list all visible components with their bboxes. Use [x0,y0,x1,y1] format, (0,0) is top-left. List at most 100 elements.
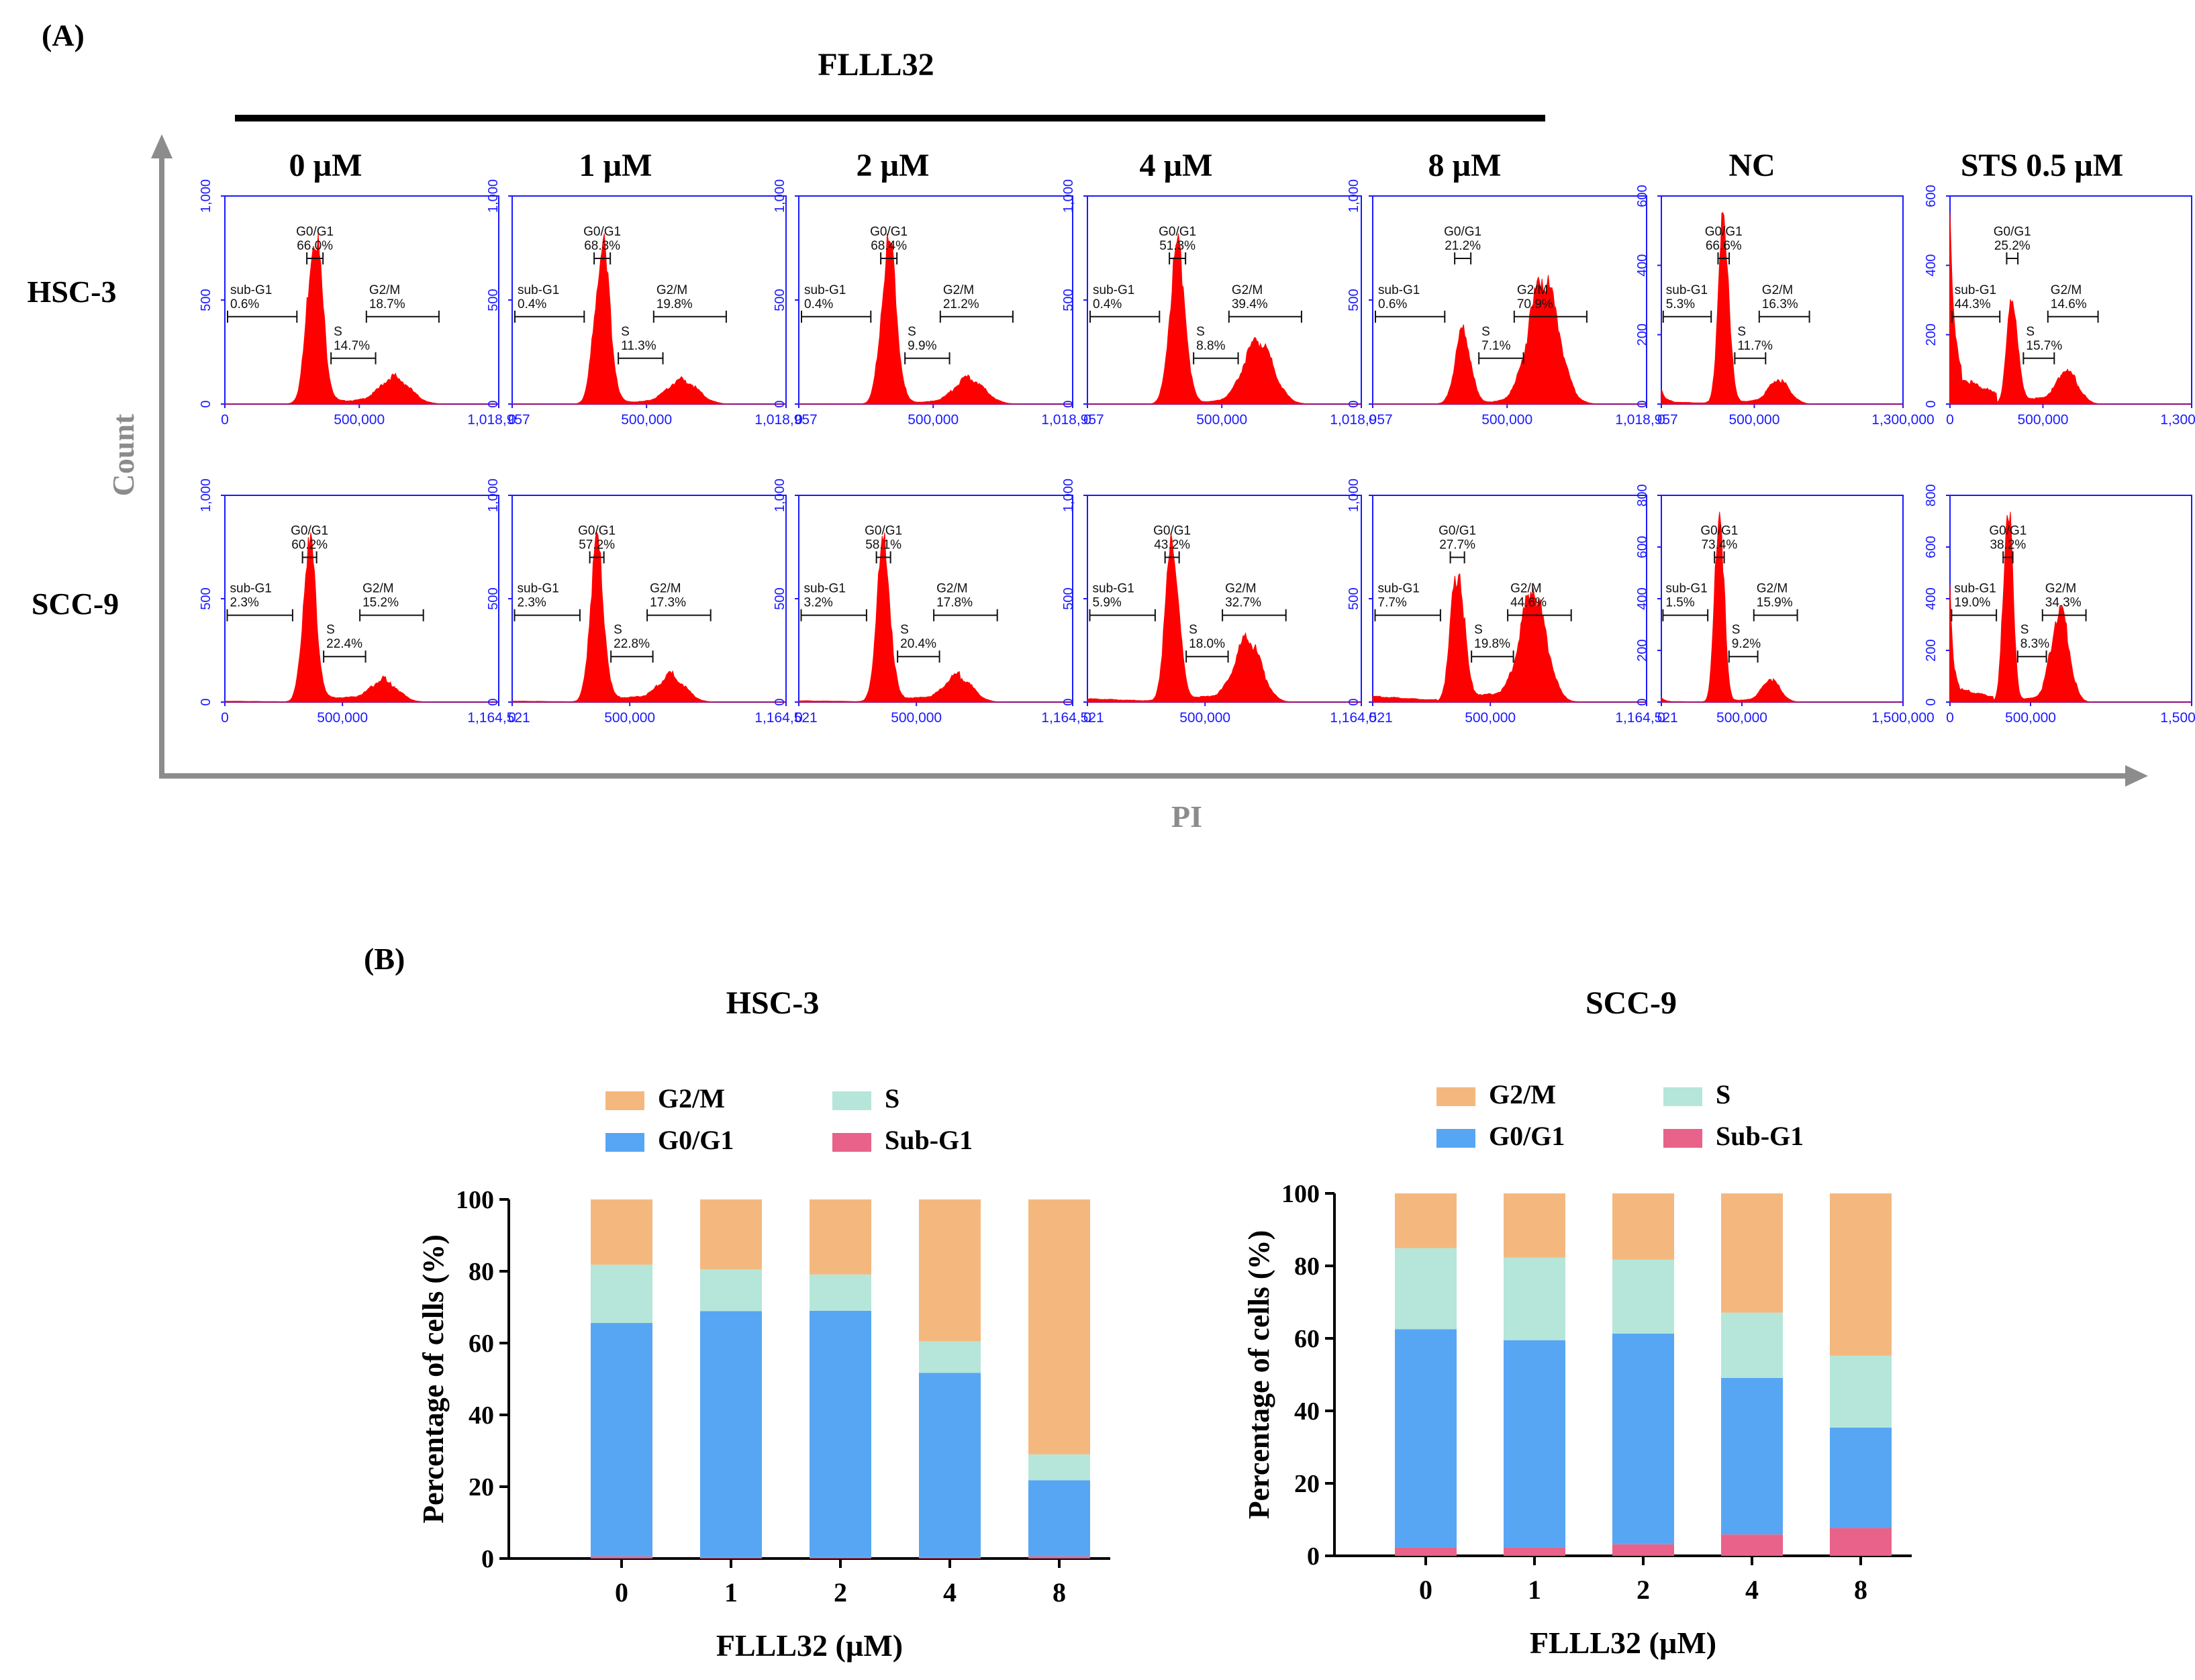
y-tick-label: 0 [1307,1542,1320,1571]
x-tick-label: 1,164,521 [754,710,817,726]
gate-name: S [900,623,909,637]
y-tick-label: 800 [1635,484,1650,506]
x-tick-label: 8 [1854,1575,1867,1605]
gate-value: 32.7% [1225,596,1261,610]
x-tick-label: 1,018,957 [1615,412,1677,428]
stacked-bar-charts: HSC-3G2/M SG0/G1 Sub-G1020406080100Percent… [417,985,1912,1663]
gate-value: 68.3% [584,239,620,253]
gate-value: 51.3% [1159,239,1196,253]
gate-value: 0.4% [804,297,833,311]
x-tick-label: 1,164,521 [467,710,530,726]
gate-value: 3.2% [804,596,833,610]
gate-value: 44.3% [1955,297,1991,311]
histogram-panel: 0 500 1,000 0 500,000 1,164,521 sub-G15.9% G0/G… [1061,479,1393,726]
y-tick-label: 600 [1924,536,1939,558]
y-tick-label: 80 [469,1258,494,1286]
gate-value: 0.6% [1378,297,1407,311]
column-title: 2 µM [857,148,930,183]
y-tick-label: 1,000 [1347,179,1361,213]
x-tick-label: 0 [795,710,803,726]
y-tick-label: 0 [1635,698,1650,705]
gate-name: G0/G1 [578,524,616,538]
x-tick-label: 1,164,521 [1330,710,1392,726]
y-tick-label: 0 [199,400,213,407]
chart-title: SCC-9 [1586,985,1677,1021]
gate-name: G2/M [936,582,967,596]
column-title: NC [1728,148,1775,183]
histogram-panel: 0 500 1,000 0 500,000 1,164,521 sub-G13.2% G0/G… [773,479,1104,726]
bar-segment [700,1199,762,1270]
bar-segment [919,1199,981,1342]
gate-name: G0/G1 [865,524,902,538]
histogram-area [1949,511,2192,703]
legend-item: G0/G1 [1436,1121,1565,1151]
x-tick-label: 0 [1083,412,1091,428]
x-tick-label: 1,018,957 [467,412,530,428]
legend-item: G2/M [1436,1079,1556,1109]
y-tick-label: 0 [773,698,787,705]
column-titles: 0 µM 1 µM 2 µM 4 µM 8 µM NC STS 0.5 µM [289,148,2124,183]
bar-segment [591,1199,652,1265]
gate-value: 70.9% [1517,297,1553,311]
y-tick-label: 100 [456,1186,494,1214]
gate-name: sub-G1 [1665,582,1707,596]
stacked-bar-chart: SCC-9G2/M SG0/G1 Sub-G1020406080100Percent… [1242,985,1912,1660]
gate-name: G2/M [369,283,400,297]
gate-name: G2/M [656,283,687,297]
y-tick-label: 0 [1924,698,1939,705]
gate-name: sub-G1 [1954,582,1996,596]
y-tick-label: 0 [1347,400,1361,407]
x-tick-label: 0 [1369,412,1377,428]
y-tick-label: 500 [1061,587,1076,609]
bar-segment [1721,1193,1783,1313]
x-tick-label: 1,164,521 [1041,710,1104,726]
bar-segment [1504,1257,1565,1340]
gate-name: S [614,623,622,637]
histogram-panel: 0 500 1,000 0 500,000 1,018,957 sub-G10.6% G0/G… [1347,179,1678,428]
x-tick-label: 1,164,521 [1615,710,1677,726]
histogram-panel: 0 500 1,000 0 500,000 1,018,957 sub-G10.4% G0/G… [773,179,1104,428]
x-tick-label: 1 [1528,1575,1541,1605]
y-tick-label: 60 [1294,1325,1320,1353]
gate-name: S [2026,325,2035,339]
histogram-area [1661,212,1903,405]
y-tick-label: 800 [1924,484,1939,506]
y-tick-label: 0 [1347,698,1361,705]
x-tick-label: 500,000 [1196,412,1247,428]
histogram-panel: 0 200 400 600 0 500,000 1,300,000 sub-G15.3% G0/… [1635,185,1935,428]
y-tick-label: 0 [773,400,787,407]
gate-value: 22.4% [326,637,362,651]
y-tick-label: 500 [486,289,501,311]
column-title: 1 µM [579,148,652,183]
gate-value: 9.9% [908,339,936,353]
plot-frame [1372,495,1647,703]
panel-a: (A) FLLL32 0 µM 1 µM 2 µM 4 µM 8 µM NC STS 0.5… [28,18,2195,834]
y-tick-label: 0 [1924,400,1939,407]
gate-name: G2/M [1510,582,1541,596]
gate-value: 68.4% [871,239,907,253]
histogram-area [1372,573,1647,703]
histogram-panel: 0 500 1,000 0 500,000 1,164,521 sub-G12.3% G0/G… [199,479,530,726]
chart-title: HSC-3 [726,985,820,1021]
gate-name: G2/M [650,582,681,596]
x-tick-label: 500,000 [2005,710,2056,726]
count-axis-title: Count [106,413,140,496]
gate-name: S [2020,623,2029,637]
plot-frame [1087,495,1362,703]
y-tick-label: 600 [1635,185,1650,207]
x-tick-label: 0 [795,412,803,428]
gate-value: 73.4% [1701,538,1737,552]
gate-name: sub-G1 [518,283,559,297]
bar-segment [919,1557,981,1559]
y-tick-label: 1,000 [1061,179,1076,213]
gate-name: sub-G1 [804,283,846,297]
x-tick-label: 4 [1745,1575,1759,1605]
y-tick-label: 0 [1635,400,1650,407]
x-tick-label: 500,000 [604,710,655,726]
gate-name: sub-G1 [230,283,272,297]
gate-value: 0.6% [230,297,259,311]
gate-value: 25.2% [1994,239,2031,253]
x-tick-label: 500,000 [621,412,672,428]
gate-name: G2/M [2051,283,2082,297]
